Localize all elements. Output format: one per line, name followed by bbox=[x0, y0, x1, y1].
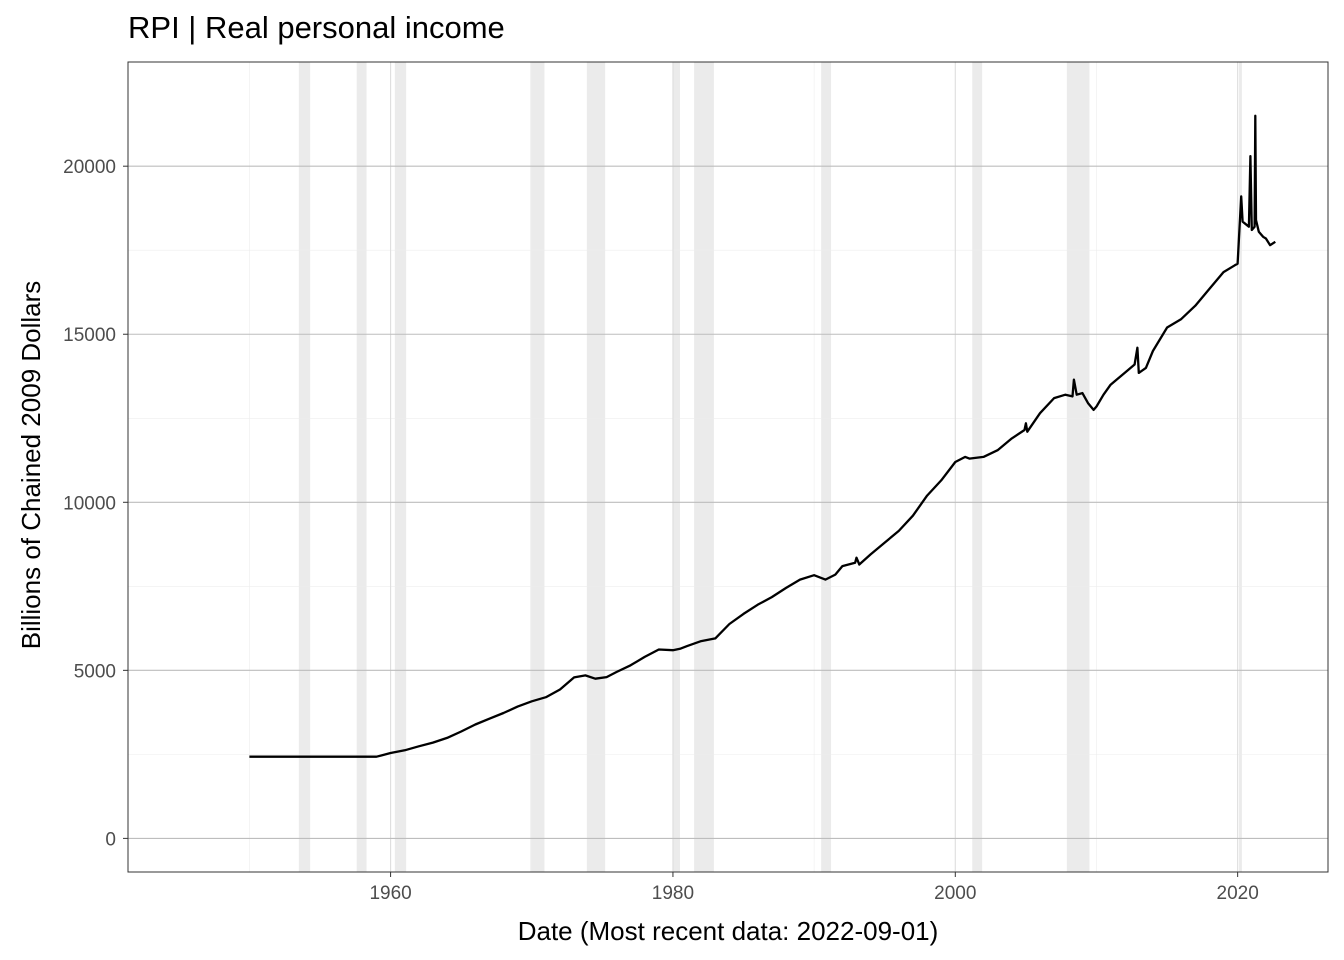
recession-band-7 bbox=[821, 62, 832, 872]
plot-panel-border bbox=[127, 61, 1329, 873]
x-tick-label-2: 2000 bbox=[934, 883, 976, 904]
recession-band-4 bbox=[586, 62, 606, 872]
x-tick-label-3: 2020 bbox=[1217, 883, 1259, 904]
recession-band-2 bbox=[394, 62, 407, 872]
x-axis-title: Date (Most recent data: 2022-09-01) bbox=[518, 916, 939, 946]
recession-band-5 bbox=[672, 62, 680, 872]
y-axis: 0 5000 10000 15000 20000 bbox=[63, 157, 128, 850]
y-axis-title: Billions of Chained 2009 Dollars bbox=[16, 281, 46, 650]
x-tick-label-0: 1960 bbox=[369, 883, 411, 904]
chart-title: RPI | Real personal income bbox=[128, 10, 505, 45]
y-tick-label-0: 0 bbox=[105, 829, 116, 850]
y-tick-label-2: 10000 bbox=[63, 493, 116, 514]
series-line-0 bbox=[249, 114, 1276, 758]
recession-band-8 bbox=[972, 62, 983, 872]
recession-band-1 bbox=[356, 62, 367, 872]
recession-band-6 bbox=[694, 62, 714, 872]
recession-band-3 bbox=[530, 62, 545, 872]
recession-band-0 bbox=[298, 62, 311, 872]
x-tick-label-1: 1980 bbox=[652, 883, 694, 904]
gridlines-layer bbox=[128, 62, 1328, 872]
y-tick-label-4: 20000 bbox=[63, 157, 116, 178]
recession-shading-layer bbox=[298, 62, 1242, 872]
recession-band-9 bbox=[1066, 62, 1090, 872]
x-axis: 1960 1980 2000 2020 bbox=[369, 872, 1259, 904]
y-tick-label-1: 5000 bbox=[74, 661, 116, 682]
y-tick-label-3: 15000 bbox=[63, 325, 116, 346]
recession-band-10 bbox=[1239, 62, 1242, 872]
series-layer bbox=[249, 114, 1276, 758]
